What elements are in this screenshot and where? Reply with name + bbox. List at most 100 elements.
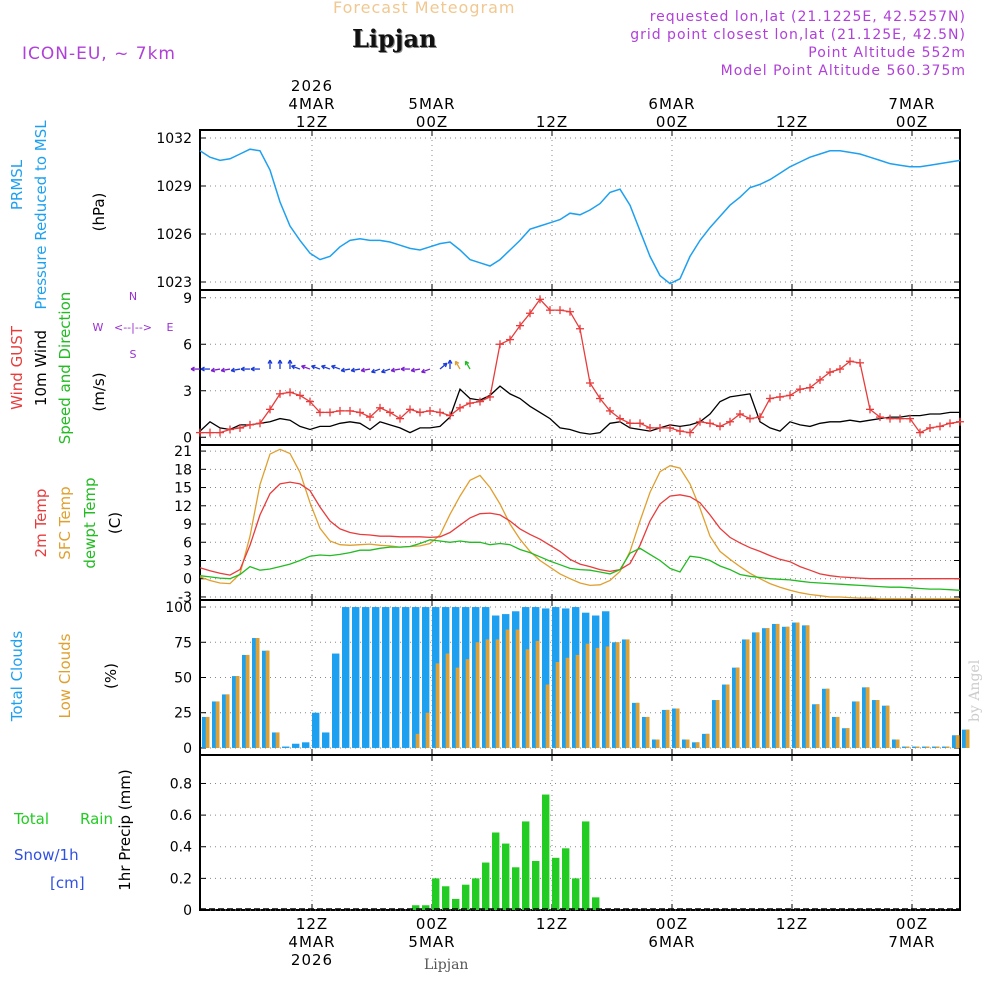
- compass-n: N: [129, 290, 137, 303]
- wind-arrow: [421, 368, 431, 373]
- time-label-top: 4MAR: [288, 95, 335, 113]
- y-tick-label: 25: [174, 706, 192, 722]
- low-cloud-bar: [775, 623, 780, 748]
- total-cloud-bar: [322, 732, 330, 748]
- y-tick-label: 1032: [156, 131, 192, 147]
- wind-arrow: [454, 360, 461, 370]
- temp-title-dewpt: dewpt Temp: [81, 477, 99, 568]
- wind-arrow-head: [447, 359, 451, 364]
- low-cloud-bar: [215, 701, 220, 748]
- y-tick-label: 100: [165, 600, 192, 616]
- total-cloud-bar: [382, 607, 390, 748]
- time-label-top: 12Z: [776, 113, 808, 131]
- low-cloud-bar: [825, 688, 830, 748]
- low-cloud-bar: [895, 739, 900, 748]
- low-cloud-bar: [705, 733, 710, 748]
- wind-arrow-head: [210, 369, 216, 373]
- low-cloud-bar: [565, 657, 570, 748]
- low-cloud-bar: [765, 628, 770, 748]
- wind-arrow: [361, 368, 371, 372]
- low-cloud-bar: [805, 625, 810, 748]
- low-cloud-bar: [545, 684, 550, 748]
- precip-unit-cm: [cm]: [50, 874, 85, 892]
- precip-unit: 1hr Precip (mm): [116, 769, 134, 890]
- y-tick-label: 3: [183, 384, 192, 400]
- low-cloud-bar: [485, 639, 490, 748]
- point-altitude: Point Altitude 552m: [808, 45, 966, 61]
- low-cloud-bar: [925, 746, 930, 748]
- wind-arrow-head: [220, 369, 226, 373]
- time-label-top: 12Z: [536, 113, 568, 131]
- temp-title-sfc: SFC Temp: [56, 486, 74, 559]
- low-cloud-bar: [555, 662, 560, 748]
- y-tick-label: 0: [183, 903, 192, 919]
- rain-bar: [492, 832, 500, 910]
- wind-arrow-head: [190, 368, 195, 372]
- low-cloud-bar: [625, 639, 630, 748]
- wind-arrow-head: [442, 362, 448, 365]
- wind-arrow: [291, 365, 301, 370]
- time-label-bottom: 00Z: [896, 915, 928, 933]
- pressure-title-1: PRMSL: [8, 159, 26, 210]
- rain-bar: [472, 878, 480, 910]
- rain-bar: [552, 857, 560, 910]
- pressure-unit: (hPa): [90, 193, 108, 232]
- wind-arrow-head: [277, 359, 281, 364]
- total-cloud-bar: [412, 607, 420, 748]
- total-cloud-bar: [392, 607, 400, 748]
- wind-arrow-head: [410, 369, 416, 373]
- low-cloud-bar: [225, 694, 230, 748]
- low-cloud-bar: [615, 642, 620, 748]
- low-cloud-bar: [755, 632, 760, 748]
- low-cloud-bar: [205, 716, 210, 748]
- time-label-top: 00Z: [656, 113, 688, 131]
- wind10-line: [199, 385, 960, 435]
- low-cloud-bar: [715, 700, 720, 748]
- low-cloud-bar: [945, 746, 950, 748]
- temp2m-line: [199, 481, 960, 580]
- low-cloud-bar: [875, 700, 880, 748]
- footer-location: Lipjan: [424, 957, 469, 973]
- wind-arrow-head: [311, 365, 315, 370]
- low-cloud-bar: [645, 716, 650, 748]
- y-tick-label: 3: [183, 553, 192, 569]
- rain-bar: [462, 884, 470, 910]
- cloud-title-total: Total Clouds: [8, 631, 26, 723]
- low-cloud-bar: [935, 746, 940, 748]
- wind-arrow-head: [371, 371, 376, 374]
- low-cloud-bar: [855, 701, 860, 748]
- low-cloud-bar: [455, 667, 460, 748]
- low-cloud-bar: [575, 654, 580, 748]
- compass-e: E: [167, 321, 174, 334]
- y-tick-label: 6: [183, 337, 192, 353]
- low-cloud-bar: [725, 684, 730, 748]
- time-label-bottom: 6MAR: [648, 933, 695, 951]
- time-label-bottom: 2026: [291, 951, 333, 969]
- y-tick-label: 50: [174, 671, 192, 687]
- low-cloud-bar: [965, 729, 970, 748]
- total-cloud-bar: [342, 607, 350, 748]
- total-cloud-bar: [542, 608, 550, 748]
- wind-arrow: [439, 362, 448, 370]
- y-tick-label: 18: [174, 462, 192, 478]
- total-cloud-bar: [372, 607, 380, 748]
- low-cloud-bar: [515, 629, 520, 748]
- wind-arrow: [351, 368, 361, 372]
- y-tick-label: 12: [174, 499, 192, 515]
- y-tick-label: 0.2: [170, 871, 192, 887]
- low-cloud-bar: [955, 735, 960, 748]
- rain-bar: [582, 821, 590, 910]
- time-label-top: 12Z: [296, 113, 328, 131]
- low-cloud-bar: [525, 649, 530, 748]
- low-cloud-bar: [235, 676, 240, 748]
- wind-arrow-head: [340, 369, 346, 373]
- model-altitude: Model Point Altitude 560.375m: [720, 63, 966, 79]
- low-cloud-bar: [665, 709, 670, 748]
- wind-arrow-head: [230, 369, 236, 373]
- low-cloud-bar: [425, 712, 430, 748]
- precip-title-snow: Snow/1h: [14, 846, 79, 864]
- time-label-top: 2026: [291, 77, 333, 95]
- wind-arrow: [221, 368, 231, 372]
- wind-arrow-head: [421, 371, 426, 374]
- y-tick-label: 1029: [156, 179, 192, 195]
